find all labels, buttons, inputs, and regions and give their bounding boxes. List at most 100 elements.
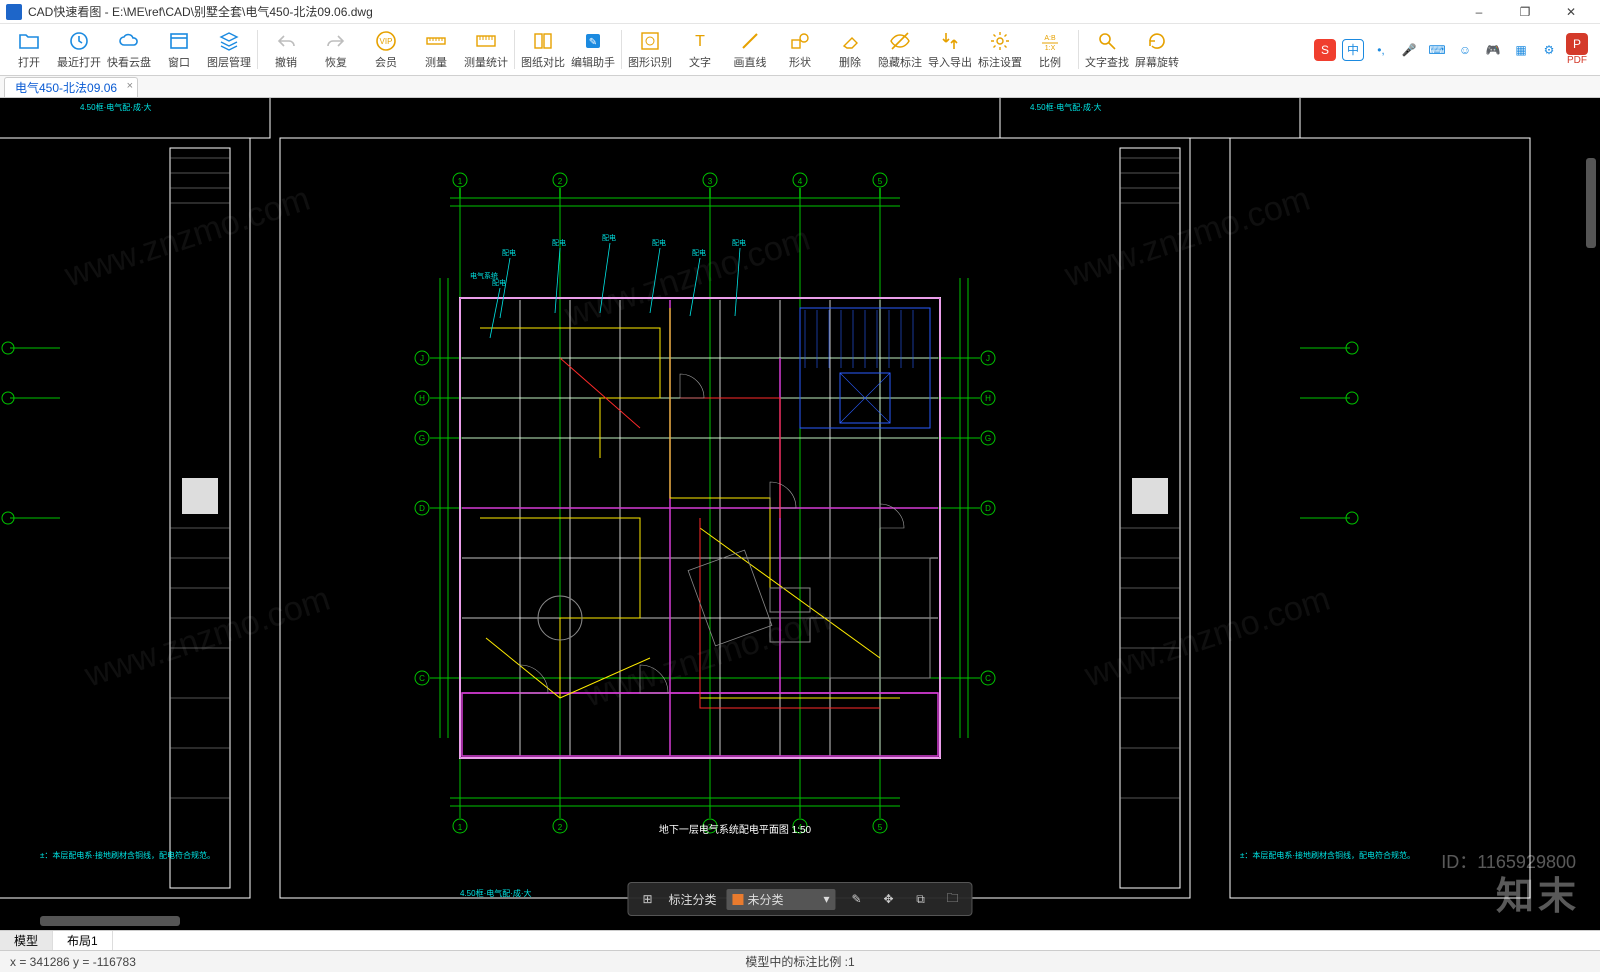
svg-text:配电: 配电 [552, 238, 566, 247]
ime-badge-8[interactable]: ⚙ [1538, 39, 1560, 61]
toolbar-label: 快看云盘 [107, 54, 151, 70]
compare-button[interactable]: 图纸对比 [518, 24, 568, 75]
grid-icon[interactable]: ⊞ [636, 888, 658, 910]
text-button[interactable]: T文字 [675, 24, 725, 75]
category-color-swatch [732, 894, 743, 905]
undo-icon [275, 30, 297, 52]
rotate-button[interactable]: 屏幕旋转 [1132, 24, 1182, 75]
cloud-icon [118, 30, 140, 52]
ime-badge-7[interactable]: ▦ [1510, 39, 1532, 61]
svg-text:J: J [420, 354, 424, 363]
ime-badge-2[interactable]: •, [1370, 39, 1392, 61]
edit-helper-button[interactable]: ✎编辑助手 [568, 24, 618, 75]
svg-text:±：本层配电系·接地刷材含铜线，配电符合规范。: ±：本层配电系·接地刷材含铜线，配电符合规范。 [1240, 850, 1415, 860]
file-tab-label: 电气450-北法09.06 [15, 79, 117, 96]
svg-text:配电: 配电 [652, 238, 666, 247]
edit-helper-icon: ✎ [582, 30, 604, 52]
toolbar-label: 导入导出 [928, 54, 972, 70]
svg-text:A:B: A:B [1044, 35, 1056, 42]
ime-badge-4[interactable]: ⌨ [1426, 39, 1448, 61]
vip-button[interactable]: VIP 会员 [361, 24, 411, 75]
toolbar-label: 测量 [425, 54, 447, 70]
ime-badge-3[interactable]: 🎤 [1398, 39, 1420, 61]
measure-stat-button[interactable]: 测量统计 [461, 24, 511, 75]
window-icon [168, 30, 190, 52]
layer-button[interactable]: 图层管理 [204, 24, 254, 75]
svg-text:4.50框·电气配·成·大: 4.50框·电气配·成·大 [80, 102, 152, 112]
chevron-down-icon: ▾ [824, 892, 830, 906]
toolbar-label: 最近打开 [57, 54, 101, 70]
import-export-button[interactable]: 导入导出 [925, 24, 975, 75]
compare-icon [532, 30, 554, 52]
toolbar-label: 图层管理 [207, 54, 251, 70]
file-tab[interactable]: 电气450-北法09.06 × [4, 77, 138, 97]
titlebar: CAD快速看图 - E:\ME\ref\CAD\别墅全套\电气450-北法09.… [0, 0, 1600, 24]
shape-icon [789, 30, 811, 52]
pdf-button[interactable]: PPDF [1566, 33, 1588, 66]
toolbar-label: 撤销 [275, 54, 297, 70]
main-toolbar: 打开最近打开快看云盘窗口图层管理 撤销恢复 VIP 会员 测量 测量统计图纸对比✎编辑助手… [0, 24, 1600, 76]
delete-annot-icon[interactable]: 🗀 [942, 888, 964, 910]
edit-annot-icon[interactable]: ✎ [846, 888, 868, 910]
ime-badge-1[interactable]: 中 [1342, 39, 1364, 61]
shape-detect-icon [639, 30, 661, 52]
annot-set-icon [989, 30, 1011, 52]
delete-button[interactable]: 删除 [825, 24, 875, 75]
ime-badge-6[interactable]: 🎮 [1482, 39, 1504, 61]
layout-tab-layout1[interactable]: 布局1 [53, 931, 113, 950]
svg-text:H: H [985, 394, 991, 403]
annotation-class-dropdown[interactable]: 未分类 ▾ [726, 889, 835, 910]
find-text-button[interactable]: 文字查找 [1082, 24, 1132, 75]
ime-badge-0[interactable]: S [1314, 39, 1336, 61]
shape-button[interactable]: 形状 [775, 24, 825, 75]
redo-button[interactable]: 恢复 [311, 24, 361, 75]
svg-text:地下一层电气系统配电平面图 1:50: 地下一层电气系统配电平面图 1:50 [659, 823, 812, 836]
ime-badge-9[interactable]: P [1566, 33, 1588, 55]
move-annot-icon[interactable]: ✥ [878, 888, 900, 910]
minimize-button[interactable]: – [1456, 0, 1502, 24]
copy-annot-icon[interactable]: ⧉ [910, 888, 932, 910]
svg-text:1: 1 [458, 823, 463, 832]
dropdown-value: 未分类 [747, 891, 783, 908]
maximize-button[interactable]: ❐ [1502, 0, 1548, 24]
open-button[interactable]: 打开 [4, 24, 54, 75]
svg-text:J: J [986, 354, 990, 363]
line-button[interactable]: 画直线 [725, 24, 775, 75]
layout-tab-model[interactable]: 模型 [0, 931, 53, 950]
vertical-scrollbar[interactable] [1584, 98, 1598, 930]
svg-text:C: C [419, 674, 425, 683]
recent-icon [68, 30, 90, 52]
svg-text:配电: 配电 [732, 238, 746, 247]
close-button[interactable]: ✕ [1548, 0, 1594, 24]
undo-button[interactable]: 撤销 [261, 24, 311, 75]
drawing-canvas[interactable]: www.znzmo.com www.znzmo.com www.znzmo.co… [0, 98, 1600, 930]
line-icon [739, 30, 761, 52]
horizontal-scrollbar[interactable] [0, 914, 1600, 928]
toolbar-label: 会员 [375, 54, 397, 70]
shape-detect-button[interactable]: 图形识别 [625, 24, 675, 75]
window-button[interactable]: 窗口 [154, 24, 204, 75]
svg-text:D: D [419, 504, 425, 513]
toolbar-label: 测量统计 [464, 54, 508, 70]
scale-button[interactable]: A:B1:X比例 [1025, 24, 1075, 75]
toolbar-label: 图纸对比 [521, 54, 565, 70]
svg-text:5: 5 [878, 177, 883, 186]
hide-annot-button[interactable]: 隐藏标注 [875, 24, 925, 75]
status-bar: x = 341286 y = -116783 模型中的标注比例 :1 [0, 950, 1600, 972]
ime-badge-5[interactable]: ☺ [1454, 39, 1476, 61]
svg-text:电气系统: 电气系统 [470, 271, 498, 280]
layer-icon [218, 30, 240, 52]
recent-button[interactable]: 最近打开 [54, 24, 104, 75]
svg-text:D: D [985, 504, 991, 513]
svg-text:配电: 配电 [502, 248, 516, 257]
annot-set-button[interactable]: 标注设置 [975, 24, 1025, 75]
close-tab-icon[interactable]: × [127, 80, 133, 92]
brand-watermark: 知末 [1496, 865, 1580, 920]
file-tab-strip: 电气450-北法09.06 × [0, 76, 1600, 98]
measure-button[interactable]: 测量 [411, 24, 461, 75]
svg-text:配电: 配电 [692, 248, 706, 257]
toolbar-label: 屏幕旋转 [1135, 54, 1179, 70]
toolbar-label: 画直线 [734, 54, 767, 70]
cloud-button[interactable]: 快看云盘 [104, 24, 154, 75]
svg-text:VIP: VIP [380, 37, 393, 46]
